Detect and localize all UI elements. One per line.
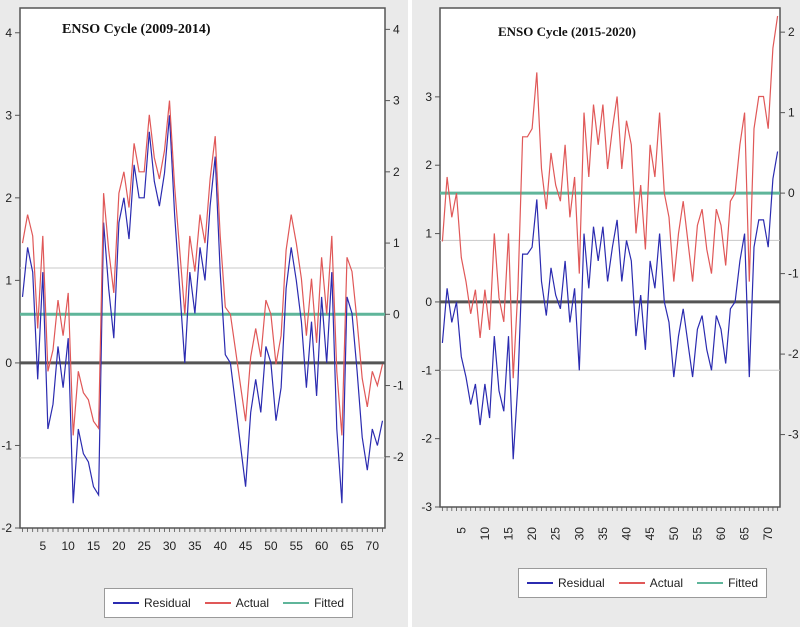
right-axis-tick-label: 0 bbox=[788, 186, 795, 200]
right-axis-tick-label: 2 bbox=[788, 25, 795, 39]
x-axis-tick-label: 20 bbox=[525, 527, 539, 541]
right-axis-tick-label: -2 bbox=[788, 347, 799, 361]
chart-title-left: ENSO Cycle (2009-2014) bbox=[62, 22, 211, 37]
legend-label-residual: Residual bbox=[144, 596, 191, 610]
right-axis-tick-label: 1 bbox=[393, 236, 400, 250]
legend-item-fitted: Fitted bbox=[283, 596, 344, 610]
right-axis-tick-label: 1 bbox=[788, 106, 795, 120]
left-axis-tick-label: 0 bbox=[5, 356, 12, 370]
x-axis-tick-label: 5 bbox=[454, 527, 468, 534]
x-axis-tick-label: 15 bbox=[501, 527, 515, 541]
x-axis-tick-label: 15 bbox=[87, 539, 101, 553]
x-axis-tick-label: 55 bbox=[690, 527, 704, 541]
plot-area bbox=[439, 7, 781, 508]
chart-panel-left: -2 -1 0 1 2 3 4 -2 -1 0 1 2 3 4 5 10 15 20 25 30 35 40 45 50 55 6… bbox=[0, 0, 408, 627]
legend-label-actual: Actual bbox=[235, 596, 270, 610]
x-axis-tick-label: 25 bbox=[138, 539, 152, 553]
actual-series-line bbox=[21, 100, 384, 436]
x-axis-tick-label: 10 bbox=[478, 527, 492, 541]
right-axis-tick-label: -3 bbox=[788, 428, 799, 442]
x-axis-tick-label: 40 bbox=[620, 527, 634, 541]
legend-label-fitted: Fitted bbox=[314, 596, 345, 610]
left-axis-tick-label: 1 bbox=[425, 227, 432, 241]
right-axis-tick-label: 4 bbox=[393, 22, 400, 36]
right-axis-tick-label: 3 bbox=[393, 94, 400, 108]
chart-panel-right: -3 -2 -1 0 1 2 3 -3 -2 -1 0 1 2 5 10 15 20 25 30 35 40 45 50 55… bbox=[412, 0, 800, 627]
residual-series-line bbox=[21, 115, 384, 504]
legend-right: Residual Actual Fitted bbox=[518, 568, 768, 598]
left-axis-tick-label: -1 bbox=[1, 438, 12, 452]
legend-label-residual: Residual bbox=[558, 576, 605, 590]
legend-item-fitted: Fitted bbox=[697, 576, 758, 590]
legend-item-residual: Residual bbox=[527, 576, 605, 590]
legend-swatch-residual bbox=[527, 582, 553, 584]
legend-item-residual: Residual bbox=[113, 596, 191, 610]
x-axis-tick-label: 25 bbox=[549, 527, 563, 541]
legend-swatch-actual bbox=[618, 582, 645, 584]
right-axis-tick-label: -1 bbox=[788, 267, 799, 281]
legend-label-actual: Actual bbox=[649, 576, 684, 590]
x-axis-tick-label: 65 bbox=[738, 527, 752, 541]
x-axis-tick-label: 45 bbox=[643, 527, 657, 541]
residual-series-line bbox=[441, 151, 779, 460]
x-axis-tick-label: 20 bbox=[112, 539, 126, 553]
x-axis-tick-label: 60 bbox=[714, 527, 728, 541]
x-axis-tick-label: 35 bbox=[596, 527, 610, 541]
x-axis-tick-label: 45 bbox=[239, 539, 253, 553]
legend-left: Residual Actual Fitted bbox=[104, 588, 354, 618]
left-axis-tick-label: 3 bbox=[425, 90, 432, 104]
right-axis-tick-label: -1 bbox=[393, 379, 404, 393]
legend-item-actual: Actual bbox=[618, 576, 684, 590]
x-axis-tick-label: 5 bbox=[39, 539, 46, 553]
left-axis-tick-label: -3 bbox=[421, 500, 432, 514]
x-axis-tick-label: 40 bbox=[214, 539, 228, 553]
left-axis-tick-label: -2 bbox=[1, 521, 12, 535]
right-axis-tick-label: 0 bbox=[393, 307, 400, 321]
left-axis-tick-label: -1 bbox=[421, 363, 432, 377]
x-axis-tick-label: 35 bbox=[188, 539, 202, 553]
x-axis-tick-label: 30 bbox=[163, 539, 177, 553]
chart-title-right: ENSO Cycle (2015-2020) bbox=[498, 24, 636, 39]
left-axis-tick-label: 2 bbox=[5, 191, 12, 205]
x-axis-tick-label: 50 bbox=[667, 527, 681, 541]
legend-label-fitted: Fitted bbox=[728, 576, 759, 590]
legend-swatch-actual bbox=[204, 602, 231, 604]
x-axis-tick-label: 50 bbox=[264, 539, 278, 553]
left-axis-tick-label: 3 bbox=[5, 108, 12, 122]
actual-series-line bbox=[441, 15, 779, 379]
x-axis-tick-label: 30 bbox=[572, 527, 586, 541]
left-axis-tick-label: 2 bbox=[425, 158, 432, 172]
x-axis-tick-label: 70 bbox=[761, 527, 775, 541]
x-axis-tick-label: 65 bbox=[340, 539, 354, 553]
left-axis-tick-label: 1 bbox=[5, 273, 12, 287]
legend-item-actual: Actual bbox=[204, 596, 270, 610]
left-axis-tick-label: 0 bbox=[425, 295, 432, 309]
right-axis-tick-label: -2 bbox=[393, 450, 404, 464]
left-axis-tick-label: -2 bbox=[421, 432, 432, 446]
legend-swatch-residual bbox=[113, 602, 139, 604]
x-axis-tick-label: 10 bbox=[61, 539, 75, 553]
right-axis-tick-label: 2 bbox=[393, 165, 400, 179]
x-axis-tick-label: 70 bbox=[366, 539, 380, 553]
legend-swatch-fitted bbox=[283, 602, 310, 604]
x-axis-tick-label: 60 bbox=[315, 539, 329, 553]
left-axis-tick-label: 4 bbox=[5, 26, 12, 40]
legend-swatch-fitted bbox=[697, 582, 724, 584]
x-axis-tick-label: 55 bbox=[290, 539, 304, 553]
